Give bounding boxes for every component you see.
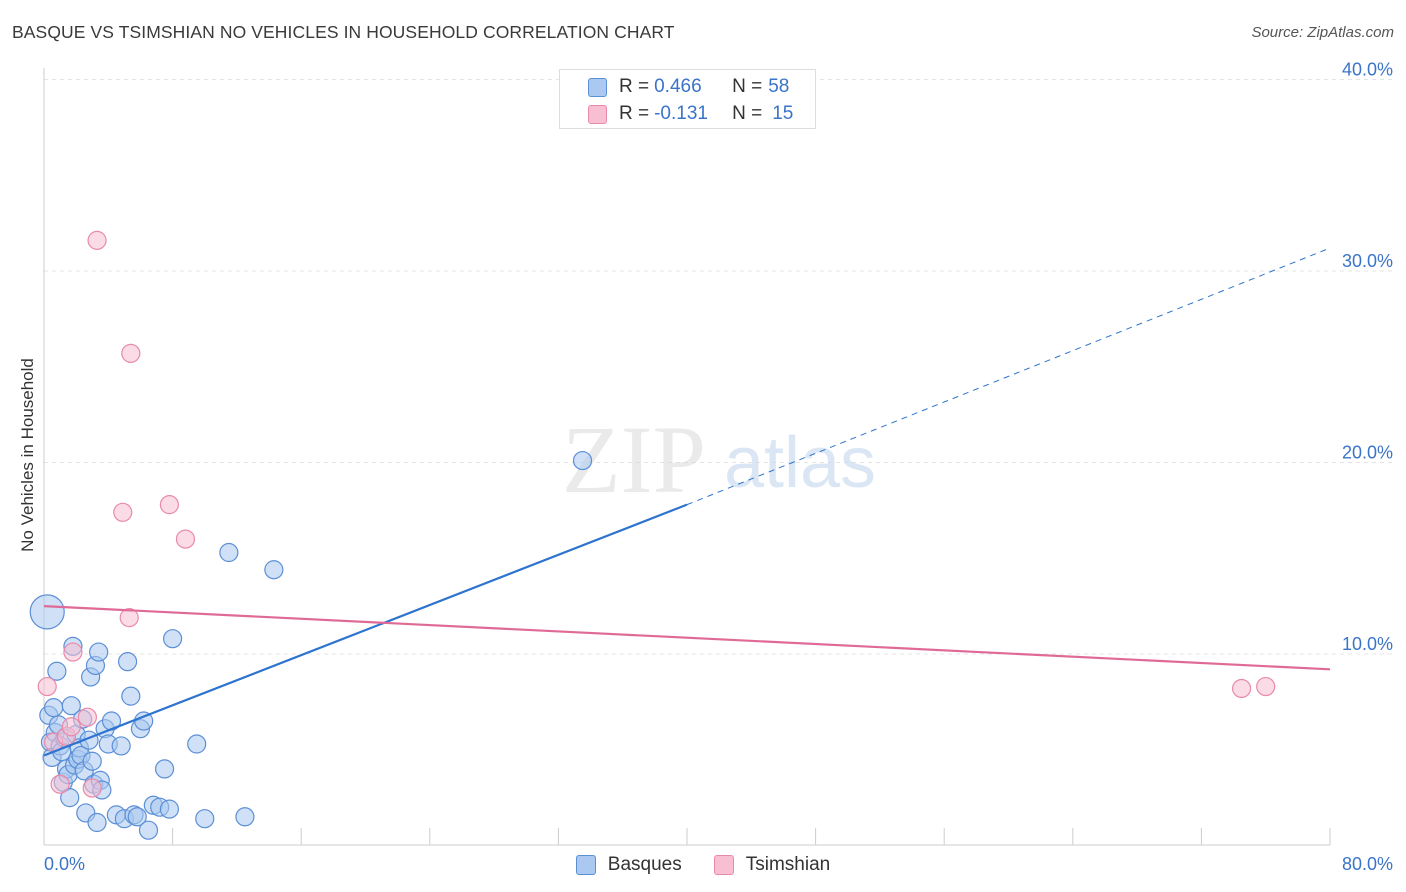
gridlines (44, 79, 1392, 655)
y-tick-label: 40.0% (1342, 60, 1393, 80)
n-value: 15 (772, 103, 794, 124)
tsimshian-point (175, 529, 196, 549)
x-tick-label: 80.0% (1342, 854, 1393, 874)
tsimshian-point (87, 230, 107, 250)
basques-point (195, 809, 215, 829)
basques-point (89, 642, 109, 662)
basques-point (60, 788, 80, 808)
r-value: 0.466 (654, 76, 702, 97)
tsimshian-point (121, 343, 141, 363)
tsimshian-point (119, 608, 139, 628)
series-legend: Basques Tsimshian (0, 852, 1406, 878)
tsimshian-point (63, 642, 83, 662)
basques-swatch (575, 855, 596, 875)
y-tick-label: 10.0% (1342, 634, 1393, 654)
basques-point (111, 736, 131, 756)
legend-item-basques: Basques (575, 854, 682, 876)
basques-point (44, 698, 64, 718)
watermark: ZIP atlas (562, 406, 876, 513)
basques-point (87, 812, 107, 833)
r-label: R = (619, 76, 650, 97)
stats-legend: R = 0.466 N = 58 R = -0.131 N = 15 (559, 69, 816, 129)
watermark-atlas: atlas (724, 423, 876, 503)
basques-point (219, 542, 239, 563)
tsimshian-point (37, 676, 57, 697)
legend-item-tsimshian: Tsimshian (713, 854, 831, 876)
basques-trend-line (43, 503, 688, 757)
basques-point (117, 652, 138, 672)
n-label: N = (732, 103, 763, 124)
basques-swatch (588, 77, 607, 97)
legend-label-basques: Basques (607, 854, 682, 875)
r-label: R = (619, 103, 650, 124)
basques-point (572, 450, 593, 471)
basques-point (264, 560, 284, 580)
tsimshian-point (50, 774, 70, 794)
n-label: N = (732, 76, 763, 97)
tick-labels: 10.0% 20.0% 30.0% 40.0% 0.0% 80.0% (44, 60, 1393, 875)
tsimshian-points (37, 230, 1276, 798)
tsimshian-swatch (588, 104, 607, 124)
x-tick-label: 0.0% (44, 854, 85, 874)
basques-point (138, 820, 159, 840)
y-tick-label: 20.0% (1342, 443, 1393, 463)
basques-trend-extension (686, 247, 1331, 506)
n-value: 58 (768, 76, 790, 97)
tsimshian-trend-line (43, 605, 1331, 671)
chart-title: BASQUE VS TSIMSHIAN NO VEHICLES IN HOUSE… (12, 22, 675, 42)
legend-label-tsimshian: Tsimshian (745, 854, 831, 875)
basques-point (47, 661, 67, 681)
tsimshian-point (77, 707, 98, 727)
tsimshian-point (1256, 676, 1276, 697)
r-value: -0.131 (654, 103, 708, 124)
legend-row-basques: R = 0.466 N = 58 (588, 75, 789, 99)
basques-point (82, 751, 102, 771)
source-label: Source: ZipAtlas.com (1251, 24, 1394, 41)
basques-point (127, 807, 147, 827)
basques-point (29, 594, 65, 630)
basques-point (235, 807, 255, 827)
basques-point (163, 629, 183, 649)
tsimshian-point (113, 502, 133, 522)
tsimshian-point (61, 717, 81, 737)
basques-point (61, 696, 81, 716)
y-tick-label: 30.0% (1342, 251, 1393, 271)
tsimshian-point (159, 495, 179, 515)
tsimshian-swatch (713, 855, 734, 875)
basques-point (154, 759, 175, 779)
legend-row-tsimshian: R = -0.131 N = 15 (588, 102, 793, 126)
basques-points (29, 450, 593, 840)
basques-point (121, 686, 141, 706)
trend-lines (43, 247, 1331, 757)
tsimshian-point (82, 778, 102, 798)
basques-point (159, 799, 179, 819)
basques-point (187, 734, 207, 754)
tsimshian-point (1231, 678, 1252, 699)
